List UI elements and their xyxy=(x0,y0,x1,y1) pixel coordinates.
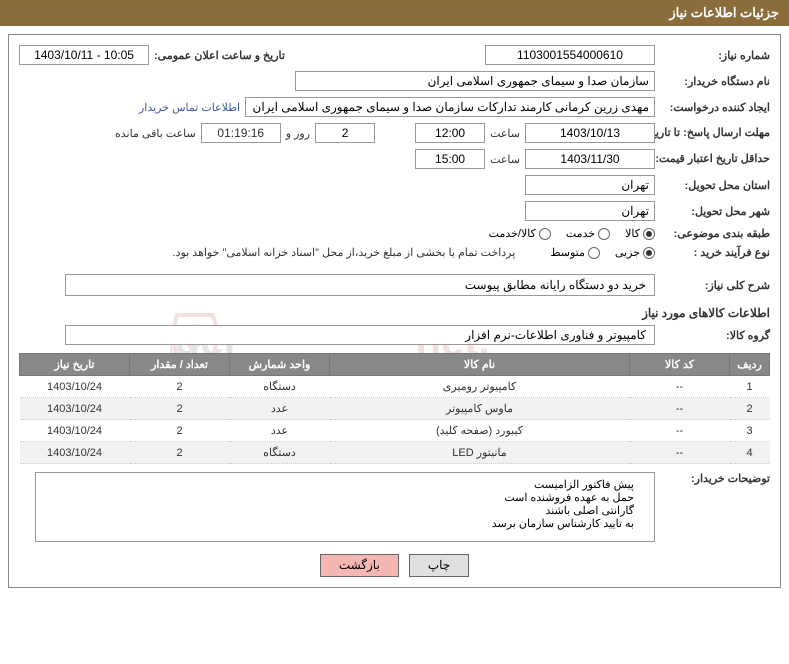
note-line: حمل به عهده فروشنده است xyxy=(41,491,634,504)
buyer-notes-label: توضیحات خریدار: xyxy=(660,472,770,542)
th-date: تاریخ نیاز xyxy=(20,354,130,376)
requester-label: ایجاد کننده درخواست: xyxy=(660,101,770,114)
cell-date: 1403/10/24 xyxy=(20,398,130,420)
main-panel: شماره نیاز: 1103001554000610 تاریخ و ساع… xyxy=(8,34,781,588)
print-button[interactable]: چاپ xyxy=(409,554,469,577)
cell-name: کامپیوتر رومیزی xyxy=(330,376,630,398)
cell-row: 3 xyxy=(730,420,770,442)
group-label: گروه کالا: xyxy=(660,329,770,342)
cell-unit: عدد xyxy=(230,398,330,420)
radio-icon xyxy=(588,247,600,259)
remaining-label: ساعت باقی مانده xyxy=(115,127,196,140)
note-line: به تایید کارشناس سازمان برسد xyxy=(41,517,634,530)
deadline-label: مهلت ارسال پاسخ: تا تاریخ: xyxy=(660,127,770,139)
cell-code: -- xyxy=(630,420,730,442)
validity-time-field: 15:00 xyxy=(415,149,485,169)
cell-code: -- xyxy=(630,442,730,464)
need-number-label: شماره نیاز: xyxy=(660,49,770,62)
table-row: 1--کامپیوتر رومیزیدستگاه21403/10/24 xyxy=(20,376,770,398)
cell-date: 1403/10/24 xyxy=(20,442,130,464)
requester-field: مهدی زرین کرمانی کارمند تدارکات سازمان ص… xyxy=(245,97,655,117)
th-name: نام کالا xyxy=(330,354,630,376)
cell-row: 4 xyxy=(730,442,770,464)
cell-code: -- xyxy=(630,398,730,420)
back-button[interactable]: بازگشت xyxy=(320,554,399,577)
city-field: تهران xyxy=(525,201,655,221)
deadline-time-field: 12:00 xyxy=(415,123,485,143)
page-title: جزئیات اطلاعات نیاز xyxy=(669,5,779,20)
th-code: کد کالا xyxy=(630,354,730,376)
cell-code: -- xyxy=(630,376,730,398)
province-label: استان محل تحویل: xyxy=(660,179,770,192)
province-field: تهران xyxy=(525,175,655,195)
process-note: پرداخت تمام یا بخشی از مبلغ خرید،از محل … xyxy=(173,246,516,259)
days-label: روز و xyxy=(286,127,310,140)
validity-label: حداقل تاریخ اعتبار قیمت: تا تاریخ: xyxy=(660,153,770,165)
city-label: شهر محل تحویل: xyxy=(660,205,770,218)
announce-label: تاریخ و ساعت اعلان عمومی: xyxy=(154,49,285,62)
cell-qty: 2 xyxy=(130,442,230,464)
validity-date-field: 1403/11/30 xyxy=(525,149,655,169)
cell-unit: دستگاه xyxy=(230,376,330,398)
radio-service[interactable]: خدمت xyxy=(566,227,610,240)
cell-unit: دستگاه xyxy=(230,442,330,464)
radio-icon xyxy=(539,228,551,240)
group-field: کامپیوتر و فناوری اطلاعات-نرم افزار xyxy=(65,325,655,345)
cell-row: 2 xyxy=(730,398,770,420)
time-label-2: ساعت xyxy=(490,153,520,166)
radio-goods-service[interactable]: کالا/خدمت xyxy=(489,227,551,240)
cell-date: 1403/10/24 xyxy=(20,420,130,442)
radio-medium[interactable]: متوسط xyxy=(550,246,600,259)
button-bar: چاپ بازگشت xyxy=(19,554,770,577)
description-field: خرید دو دستگاه رایانه مطابق پیوست xyxy=(65,274,655,296)
th-unit: واحد شمارش xyxy=(230,354,330,376)
announce-field: 1403/10/11 - 10:05 xyxy=(19,45,149,65)
radio-icon xyxy=(598,228,610,240)
table-row: 3--کیبورد (صفحه کلید)عدد21403/10/24 xyxy=(20,420,770,442)
table-row: 4--مانیتور LEDدستگاه21403/10/24 xyxy=(20,442,770,464)
note-line: پیش فاکتور الزامیست xyxy=(41,478,634,491)
process-label: نوع فرآیند خرید : xyxy=(660,246,770,259)
description-label: شرح کلی نیاز: xyxy=(660,279,770,292)
items-table: ردیف کد کالا نام کالا واحد شمارش تعداد /… xyxy=(19,353,770,464)
category-radio-group: کالا خدمت کالا/خدمت xyxy=(489,227,655,240)
days-field: 2 xyxy=(315,123,375,143)
cell-unit: عدد xyxy=(230,420,330,442)
category-label: طبقه بندی موضوعی: xyxy=(660,227,770,240)
process-radio-group: جزیی متوسط xyxy=(550,246,655,259)
contact-link[interactable]: اطلاعات تماس خریدار xyxy=(139,101,240,114)
buyer-org-field: سازمان صدا و سیمای جمهوری اسلامی ایران xyxy=(295,71,655,91)
countdown-field: 01:19:16 xyxy=(201,123,281,143)
radio-partial[interactable]: جزیی xyxy=(615,246,655,259)
cell-qty: 2 xyxy=(130,398,230,420)
cell-name: کیبورد (صفحه کلید) xyxy=(330,420,630,442)
goods-section-title: اطلاعات کالاهای مورد نیاز xyxy=(19,306,770,320)
deadline-date-field: 1403/10/13 xyxy=(525,123,655,143)
cell-name: ماوس کامپیوتر xyxy=(330,398,630,420)
need-number-field: 1103001554000610 xyxy=(485,45,655,65)
th-row: ردیف xyxy=(730,354,770,376)
cell-qty: 2 xyxy=(130,376,230,398)
cell-row: 1 xyxy=(730,376,770,398)
cell-date: 1403/10/24 xyxy=(20,376,130,398)
radio-goods[interactable]: کالا xyxy=(625,227,655,240)
page-header: جزئیات اطلاعات نیاز xyxy=(0,0,789,26)
th-qty: تعداد / مقدار xyxy=(130,354,230,376)
cell-qty: 2 xyxy=(130,420,230,442)
table-row: 2--ماوس کامپیوترعدد21403/10/24 xyxy=(20,398,770,420)
note-line: گارانتی اصلی باشند xyxy=(41,504,634,517)
cell-name: مانیتور LED xyxy=(330,442,630,464)
radio-icon xyxy=(643,247,655,259)
buyer-org-label: نام دستگاه خریدار: xyxy=(660,75,770,88)
time-label-1: ساعت xyxy=(490,127,520,140)
radio-icon xyxy=(643,228,655,240)
buyer-notes-field[interactable]: پیش فاکتور الزامیستحمل به عهده فروشنده ا… xyxy=(35,472,655,542)
